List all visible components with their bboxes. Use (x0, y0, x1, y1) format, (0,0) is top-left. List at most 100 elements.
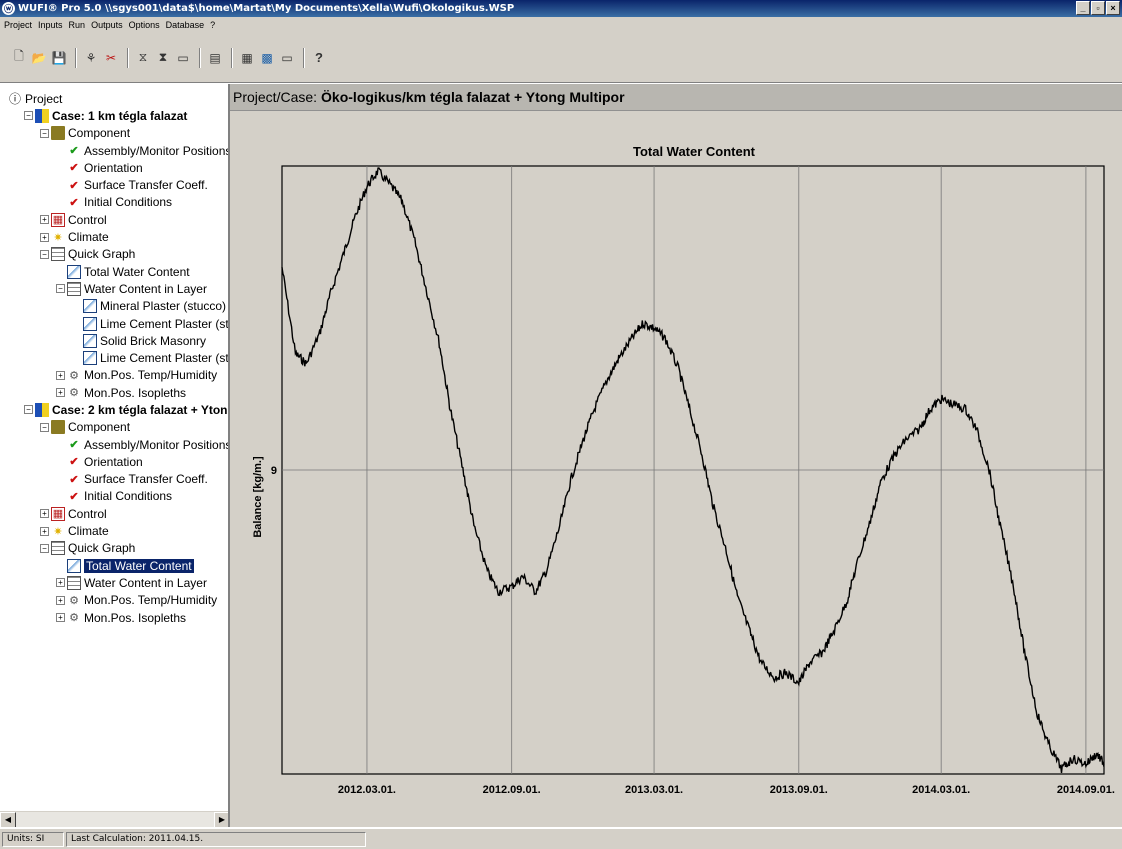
table-icon[interactable]: ▦ (241, 50, 253, 65)
collapse-icon[interactable]: − (40, 543, 49, 553)
window-title-bar: ⓦ WUFI® Pro 5.0 \\sgys001\data$\home\Mar… (0, 0, 1122, 17)
graph-icon (83, 299, 97, 314)
project-tree: ⓘ Project − Case: 1 km tégla falazat − Comp… (0, 90, 229, 626)
tree-node[interactable]: Lime Cement Plaster (stucco) (0, 315, 228, 332)
tree-node-label: Climate (68, 524, 109, 539)
collapse-icon[interactable]: − (40, 128, 49, 138)
tree-node[interactable]: + Water Content in Layer (0, 574, 228, 591)
x-tick-label: 2014.09.01. (1057, 784, 1115, 796)
tree-node[interactable]: − Component (0, 419, 228, 436)
tree-node[interactable]: + ⚙ Mon.Pos. Isopleths (0, 609, 228, 626)
menu-help[interactable]: ? (210, 20, 216, 30)
graph-icon[interactable]: ▩ (261, 50, 273, 65)
menu-project[interactable]: Project (4, 20, 33, 30)
tree-node[interactable]: Mineral Plaster (stucco) (0, 298, 228, 315)
tree-node[interactable]: − Quick Graph (0, 540, 228, 557)
expand-icon[interactable]: + (56, 578, 65, 588)
expand-icon[interactable]: + (40, 526, 49, 536)
new-file-icon[interactable]: 🗋 (14, 49, 24, 63)
window-controls: _ ▫ × (1076, 1, 1120, 15)
collapse-icon[interactable]: − (24, 405, 33, 415)
tree-node[interactable]: + ▦ Control (0, 505, 228, 522)
toolbar-separator (231, 47, 233, 68)
film-icon[interactable]: ▭ (281, 50, 293, 65)
tree-node[interactable]: Total Water Content (0, 557, 228, 574)
close-icon[interactable]: × (1106, 1, 1120, 15)
collapse-icon[interactable]: − (40, 422, 49, 432)
case-icon (35, 108, 49, 123)
tree-node[interactable]: Lime Cement Plaster (stucco) (0, 349, 229, 366)
red-check-icon: ✔ (69, 196, 79, 209)
red-check-icon: ✔ (69, 162, 79, 175)
calculate-icon[interactable]: ⧖ (138, 50, 148, 64)
report-icon[interactable]: ▤ (209, 50, 221, 65)
graph-icon (67, 558, 81, 573)
open-folder-icon[interactable]: 📂 (31, 50, 47, 65)
collapse-icon[interactable]: − (24, 111, 33, 121)
collapse-icon[interactable]: − (40, 249, 49, 259)
minimize-icon[interactable]: _ (1076, 1, 1090, 15)
tree-node[interactable]: ✔ Orientation (0, 159, 228, 176)
tree-node[interactable]: ✔ Orientation (0, 453, 228, 470)
tree-node-label: Surface Transfer Coeff. (84, 178, 208, 193)
tree-node-label: Surface Transfer Coeff. (84, 472, 208, 487)
calculate-all-icon[interactable]: ⧗ (158, 50, 168, 64)
control-icon: ▦ (51, 506, 65, 521)
tree-node-label: Climate (68, 230, 109, 245)
tree-node[interactable]: ✔ Initial Conditions (0, 194, 228, 211)
tree-node[interactable]: ✔ Assembly/Monitor Positions (0, 142, 228, 159)
tree-node[interactable]: + ✷ Climate (0, 228, 228, 245)
tree-root-project[interactable]: ⓘ Project (0, 90, 228, 107)
tree-node[interactable]: + ⚙ Mon.Pos. Temp/Humidity (0, 592, 228, 609)
menu-outputs[interactable]: Outputs (91, 20, 123, 30)
tree-node[interactable]: + ▦ Control (0, 211, 228, 228)
sun-icon: ✷ (53, 525, 63, 538)
window-title: WUFI® Pro 5.0 \\sgys001\data$\home\Marta… (18, 3, 515, 14)
tree-node[interactable]: − Case: 1 km tégla falazat (0, 107, 228, 124)
tree-node[interactable]: + ⚙ Mon.Pos. Isopleths (0, 384, 228, 401)
grid-icon (67, 575, 81, 590)
expand-icon[interactable]: + (56, 370, 65, 380)
tree-node[interactable]: Solid Brick Masonry (0, 332, 228, 349)
save-icon[interactable]: 💾 (51, 50, 67, 65)
graph-icon (83, 316, 97, 331)
red-check-icon: ✔ (69, 456, 79, 469)
monitor-icon[interactable]: ▭ (177, 50, 189, 65)
expand-icon[interactable]: + (56, 388, 65, 398)
collapse-icon[interactable]: − (56, 284, 65, 294)
tree-node[interactable]: − Quick Graph (0, 246, 228, 263)
tree-node-label: Lime Cement Plaster (stucco) (100, 351, 229, 366)
tree-node[interactable]: + ⚙ Mon.Pos. Temp/Humidity (0, 367, 228, 384)
tree-node[interactable]: ✔ Assembly/Monitor Positions (0, 436, 228, 453)
tree-node[interactable]: + ✷ Climate (0, 522, 228, 539)
menu-options[interactable]: Options (128, 20, 160, 30)
grid-icon (67, 281, 81, 296)
expand-icon[interactable]: + (56, 595, 65, 605)
scroll-right-icon[interactable]: ▶ (214, 812, 228, 827)
tree-node[interactable]: ✔ Surface Transfer Coeff. (0, 176, 228, 193)
tree-node[interactable]: ✔ Surface Transfer Coeff. (0, 471, 228, 488)
delete-case-icon[interactable]: ✂ (105, 50, 117, 65)
tree-node[interactable]: − Water Content in Layer (0, 280, 228, 297)
menu-inputs[interactable]: Inputs (38, 20, 63, 30)
tree-node[interactable]: ✔ Initial Conditions (0, 488, 228, 505)
menu-run[interactable]: Run (68, 20, 86, 30)
tree-node[interactable]: − Component (0, 125, 228, 142)
x-tick-label: 2014.03.01. (912, 784, 970, 796)
expand-icon[interactable]: + (40, 215, 49, 225)
tree-node[interactable]: − Case: 2 km tégla falazat + Ytong M (0, 401, 228, 418)
tree-horizontal-scrollbar[interactable]: ◀ ▶ (0, 811, 228, 827)
add-case-icon[interactable]: ⚘ (85, 50, 97, 65)
expand-icon[interactable]: + (40, 509, 49, 519)
tree-node[interactable]: Total Water Content (0, 263, 228, 280)
maximize-icon[interactable]: ▫ (1091, 1, 1105, 15)
graph-icon (83, 333, 97, 348)
expand-icon[interactable]: + (56, 613, 65, 623)
total-water-content-chart[interactable]: 2012.03.01. 2012.09.01. 2013.03.01. 2013.09… (230, 84, 1122, 827)
menu-database[interactable]: Database (165, 20, 205, 30)
scroll-left-icon[interactable]: ◀ (0, 812, 16, 827)
main-pane: Project/Case: Öko-logikus/km tégla falaz… (230, 84, 1122, 827)
help-icon[interactable]: ? (315, 50, 323, 65)
toolbar-separator (75, 47, 77, 68)
expand-icon[interactable]: + (40, 232, 49, 242)
